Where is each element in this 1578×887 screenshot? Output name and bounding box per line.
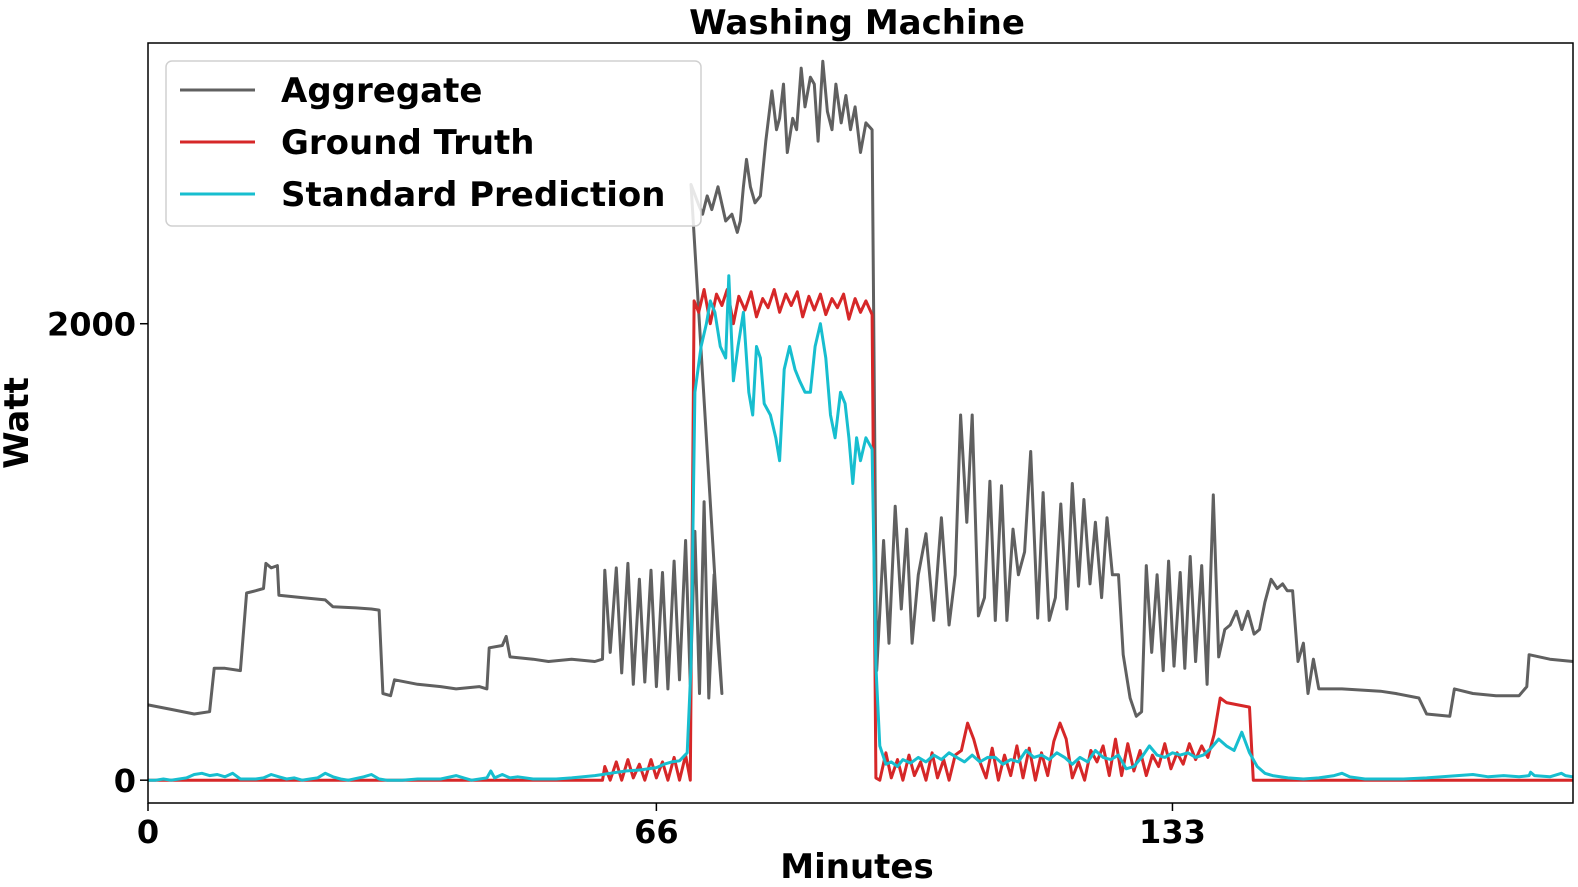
- y-ticks: 0 2000: [47, 306, 148, 800]
- series-line-1: [148, 288, 1573, 782]
- legend-label: Aggregate: [281, 71, 482, 111]
- plot-lines: [147, 59, 1574, 782]
- series-line-0: [147, 59, 1574, 718]
- x-tick-label: 0: [137, 813, 159, 851]
- x-tick-label: 66: [634, 813, 679, 851]
- x-axis-label: Minutes: [780, 847, 933, 887]
- legend-box: [165, 60, 702, 227]
- y-tick-label: 2000: [47, 306, 136, 344]
- x-tick-label: 133: [1139, 813, 1206, 851]
- series-line-2: [148, 274, 1574, 782]
- y-tick-label: 0: [114, 762, 136, 800]
- plot-frame: [147, 42, 1574, 804]
- y-axis-label: Watt: [0, 377, 37, 469]
- legend-label: Ground Truth: [281, 123, 535, 163]
- legend-label: Standard Prediction: [281, 175, 665, 215]
- x-ticks: 0 66 133: [137, 803, 1206, 851]
- legend: Aggregate Ground Truth Standard Prediction: [165, 60, 702, 227]
- chart-title: Washing Machine: [689, 3, 1025, 43]
